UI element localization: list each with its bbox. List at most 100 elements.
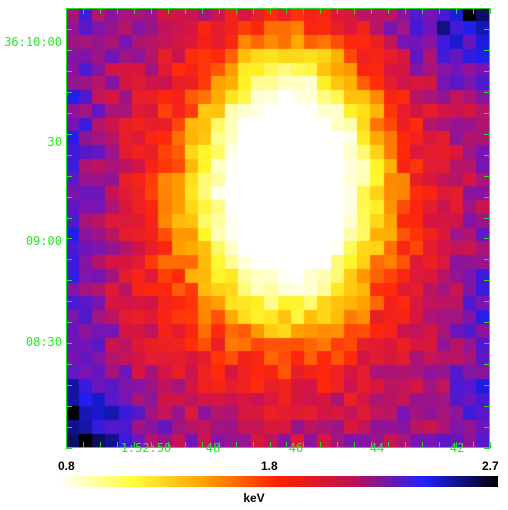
x-tick-top — [439, 8, 441, 14]
x-tick-bottom — [371, 442, 373, 448]
x-tick-bottom — [66, 442, 67, 448]
x-tick-bottom — [422, 442, 424, 448]
x-tick-bottom — [456, 442, 458, 448]
x-tick-top — [388, 8, 390, 14]
x-tick-bottom — [337, 442, 339, 448]
y-tick-left — [66, 259, 72, 261]
x-tick-bottom — [490, 442, 491, 448]
colorbar-gradient — [58, 476, 498, 487]
temperature-map-image — [66, 8, 490, 448]
x-tick-bottom — [286, 442, 288, 448]
x-tick-bottom — [473, 442, 475, 448]
y-tick-right — [484, 301, 490, 303]
x-label-1-52-50: 1:52:50 — [120, 441, 172, 455]
y-tick-right — [484, 49, 490, 51]
y-tick-left — [66, 196, 72, 198]
x-tick-top — [235, 8, 237, 14]
x-tick-top — [269, 8, 271, 14]
y-tick-right — [484, 406, 490, 408]
x-tick-top — [337, 8, 339, 14]
x-tick-top — [82, 8, 84, 14]
y-tick-right — [484, 280, 490, 282]
y-label-30: 30 — [47, 135, 62, 149]
y-label-36-10-00: 36:10:00 — [4, 35, 62, 49]
colorbar-tick-min: 0.8 — [58, 459, 75, 473]
y-tick-left — [66, 175, 72, 177]
colorbar-section: 0.8 1.8 2.7 keV — [0, 455, 508, 510]
y-tick-right — [484, 217, 490, 219]
x-tick-bottom — [405, 442, 407, 448]
x-tick-top — [150, 8, 152, 14]
x-tick-bottom — [235, 442, 237, 448]
x-tick-bottom — [354, 442, 356, 448]
x-tick-bottom — [252, 442, 254, 448]
y-tick-left — [66, 217, 72, 219]
x-tick-bottom — [269, 442, 271, 448]
colorbar-tick-mid: 1.8 — [261, 459, 278, 473]
y-tick-left — [66, 133, 72, 135]
y-tick-left — [66, 28, 72, 30]
y-tick-left — [66, 238, 72, 240]
x-tick-top — [286, 8, 288, 14]
x-tick-top — [167, 8, 169, 14]
y-tick-left — [66, 322, 72, 324]
y-tick-right — [484, 91, 490, 93]
x-label-46: 46 — [288, 441, 304, 455]
y-tick-left — [66, 406, 72, 408]
y-tick-right — [484, 259, 490, 261]
y-tick-right — [484, 70, 490, 72]
x-tick-top — [371, 8, 373, 14]
y-tick-right — [484, 364, 490, 366]
x-tick-bottom — [150, 442, 152, 448]
x-tick-bottom — [133, 442, 135, 448]
y-tick-left — [66, 49, 72, 51]
x-tick-bottom — [201, 442, 203, 448]
x-tick-bottom — [218, 442, 220, 448]
colorbar-tick-max: 2.7 — [482, 459, 499, 473]
temperature-map-panel: 36:10:00 30 09:00 08:30 1:52:50 48 46 44… — [4, 8, 491, 455]
x-tick-top — [184, 8, 186, 14]
y-tick-right — [484, 448, 490, 449]
x-tick-top — [66, 8, 67, 14]
y-tick-right — [484, 133, 490, 135]
y-label-08-30: 08:30 — [25, 335, 62, 349]
y-tick-left — [66, 112, 72, 114]
x-label-44: 44 — [369, 441, 385, 455]
y-tick-left — [66, 8, 72, 9]
y-tick-left — [66, 364, 72, 366]
x-tick-top — [99, 8, 101, 14]
y-tick-right — [484, 8, 490, 9]
x-tick-bottom — [439, 442, 441, 448]
x-label-42: 42 — [449, 441, 465, 455]
x-tick-top — [354, 8, 356, 14]
y-tick-right — [484, 343, 490, 345]
x-tick-top — [405, 8, 407, 14]
x-tick-bottom — [320, 442, 322, 448]
y-tick-right — [484, 238, 490, 240]
y-label-09-00: 09:00 — [25, 234, 62, 248]
y-tick-left — [66, 154, 72, 156]
y-tick-right — [484, 322, 490, 324]
y-tick-left — [66, 385, 72, 387]
x-tick-top — [116, 8, 118, 14]
x-tick-bottom — [303, 442, 305, 448]
x-tick-bottom — [388, 442, 390, 448]
x-tick-bottom — [99, 442, 101, 448]
x-tick-top — [422, 8, 424, 14]
x-tick-top — [456, 8, 458, 14]
y-tick-left — [66, 91, 72, 93]
y-tick-left — [66, 448, 72, 449]
y-tick-left — [66, 70, 72, 72]
x-tick-bottom — [184, 442, 186, 448]
colorbar-unit-label: keV — [243, 491, 265, 505]
y-tick-right — [484, 385, 490, 387]
x-tick-bottom — [116, 442, 118, 448]
x-tick-top — [133, 8, 135, 14]
x-label-48: 48 — [205, 441, 221, 455]
y-tick-right — [484, 154, 490, 156]
y-tick-left — [66, 280, 72, 282]
y-tick-right — [484, 112, 490, 114]
x-tick-top — [473, 8, 475, 14]
y-tick-right — [484, 196, 490, 198]
y-tick-left — [66, 427, 72, 429]
